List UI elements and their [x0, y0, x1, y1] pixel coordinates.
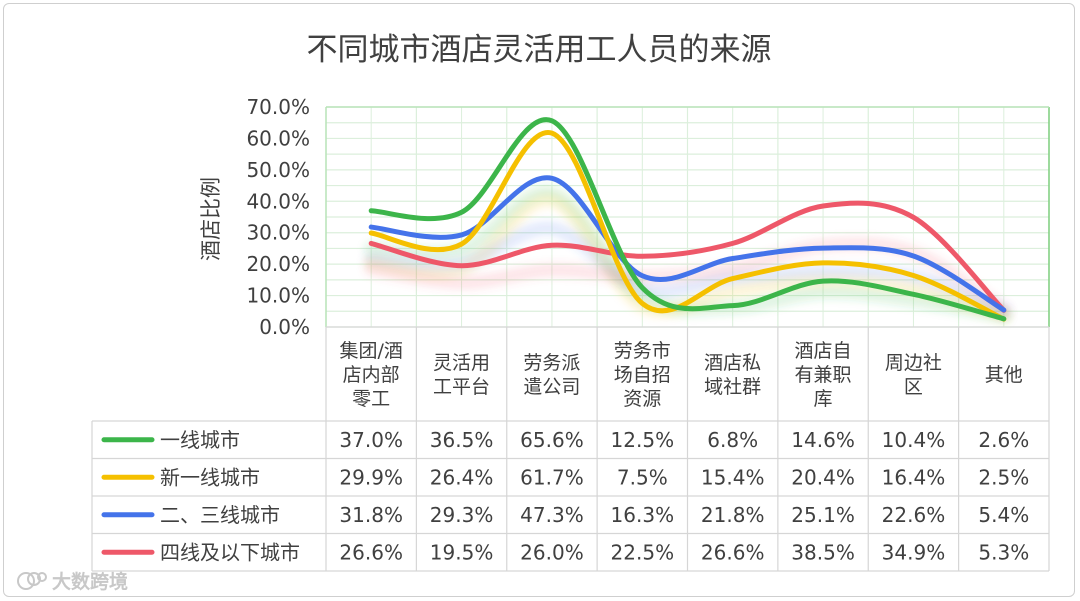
legend-label: 四线及以下城市 — [160, 540, 300, 564]
category-label: 其他 — [985, 364, 1023, 386]
data-label: 5.3% — [978, 540, 1029, 564]
legend-label: 二、三线城市 — [160, 503, 280, 527]
y-tick-label: 30.0% — [246, 221, 310, 245]
y-axis-label: 酒店比例 — [199, 177, 223, 261]
data-label: 37.0% — [339, 428, 403, 452]
series-lines — [368, 117, 1007, 322]
category-label: 集团/酒店内部零工 — [339, 340, 402, 410]
y-tick-label: 40.0% — [246, 189, 310, 213]
data-label: 16.3% — [611, 503, 675, 527]
series-line-一线城市 — [368, 117, 1007, 322]
category-label: 灵活用工平台 — [433, 352, 490, 398]
data-label: 38.5% — [791, 540, 855, 564]
watermark: 大数跨境 — [17, 570, 128, 593]
category-label: 劳务市场自招资源 — [614, 340, 671, 410]
y-tick-label: 70.0% — [246, 95, 310, 119]
data-label: 47.3% — [520, 503, 584, 527]
data-label: 10.4% — [882, 428, 946, 452]
data-label: 29.3% — [430, 503, 494, 527]
line-chart: 不同城市酒店灵活用工人员的来源 0.0% 10.0% 20.0% 30.0% 40.0%… — [17, 32, 1050, 593]
data-label: 34.9% — [882, 540, 946, 564]
chart-card: 不同城市酒店灵活用工人员的来源 0.0% 10.0% 20.0% 30.0% 40.0%… — [3, 3, 1075, 597]
data-label: 29.9% — [339, 465, 403, 489]
y-axis-ticks: 0.0% 10.0% 20.0% 30.0% 40.0% 50.0% 60.0% 70.0% — [246, 95, 310, 339]
data-label: 20.4% — [791, 465, 855, 489]
data-table: 集团/酒店内部零工灵活用工平台劳务派遣公司劳务市场自招资源酒店私域社群酒店自有兼… — [91, 326, 1050, 572]
data-label: 16.4% — [882, 465, 946, 489]
data-label: 25.1% — [791, 503, 855, 527]
series-line-四线及以下城市 — [368, 200, 1007, 313]
y-tick-label: 0.0% — [259, 315, 310, 339]
data-label: 22.6% — [882, 503, 946, 527]
data-label: 19.5% — [430, 540, 494, 564]
data-label: 5.4% — [978, 503, 1029, 527]
category-label: 劳务派遣公司 — [523, 352, 580, 398]
category-label: 酒店自有兼职库 — [795, 340, 852, 410]
data-label: 36.5% — [430, 428, 494, 452]
data-label: 26.6% — [339, 540, 403, 564]
data-label: 22.5% — [611, 540, 675, 564]
data-label: 7.5% — [617, 465, 668, 489]
data-label: 12.5% — [611, 428, 675, 452]
y-tick-label: 60.0% — [246, 126, 310, 150]
data-label: 6.8% — [707, 428, 758, 452]
data-label: 61.7% — [520, 465, 584, 489]
series-line-新一线城市 — [368, 130, 1007, 322]
legend-label: 新一线城市 — [160, 465, 260, 489]
data-label: 2.5% — [978, 465, 1029, 489]
legend-label: 一线城市 — [160, 428, 240, 452]
watermark-text: 大数跨境 — [52, 570, 128, 593]
y-tick-label: 20.0% — [246, 252, 310, 276]
y-tick-label: 50.0% — [246, 158, 310, 182]
data-label: 2.6% — [978, 428, 1029, 452]
data-label: 21.8% — [701, 503, 765, 527]
chart-title: 不同城市酒店灵活用工人员的来源 — [307, 32, 772, 68]
data-label: 65.6% — [520, 428, 584, 452]
data-label: 15.4% — [701, 465, 765, 489]
category-label: 周边社区 — [885, 352, 942, 398]
y-tick-label: 10.0% — [246, 284, 310, 308]
data-label: 14.6% — [791, 428, 855, 452]
data-label: 26.0% — [520, 540, 584, 564]
data-label: 26.4% — [430, 465, 494, 489]
data-label: 26.6% — [701, 540, 765, 564]
data-label: 31.8% — [339, 503, 403, 527]
category-label: 酒店私域社群 — [704, 352, 761, 398]
